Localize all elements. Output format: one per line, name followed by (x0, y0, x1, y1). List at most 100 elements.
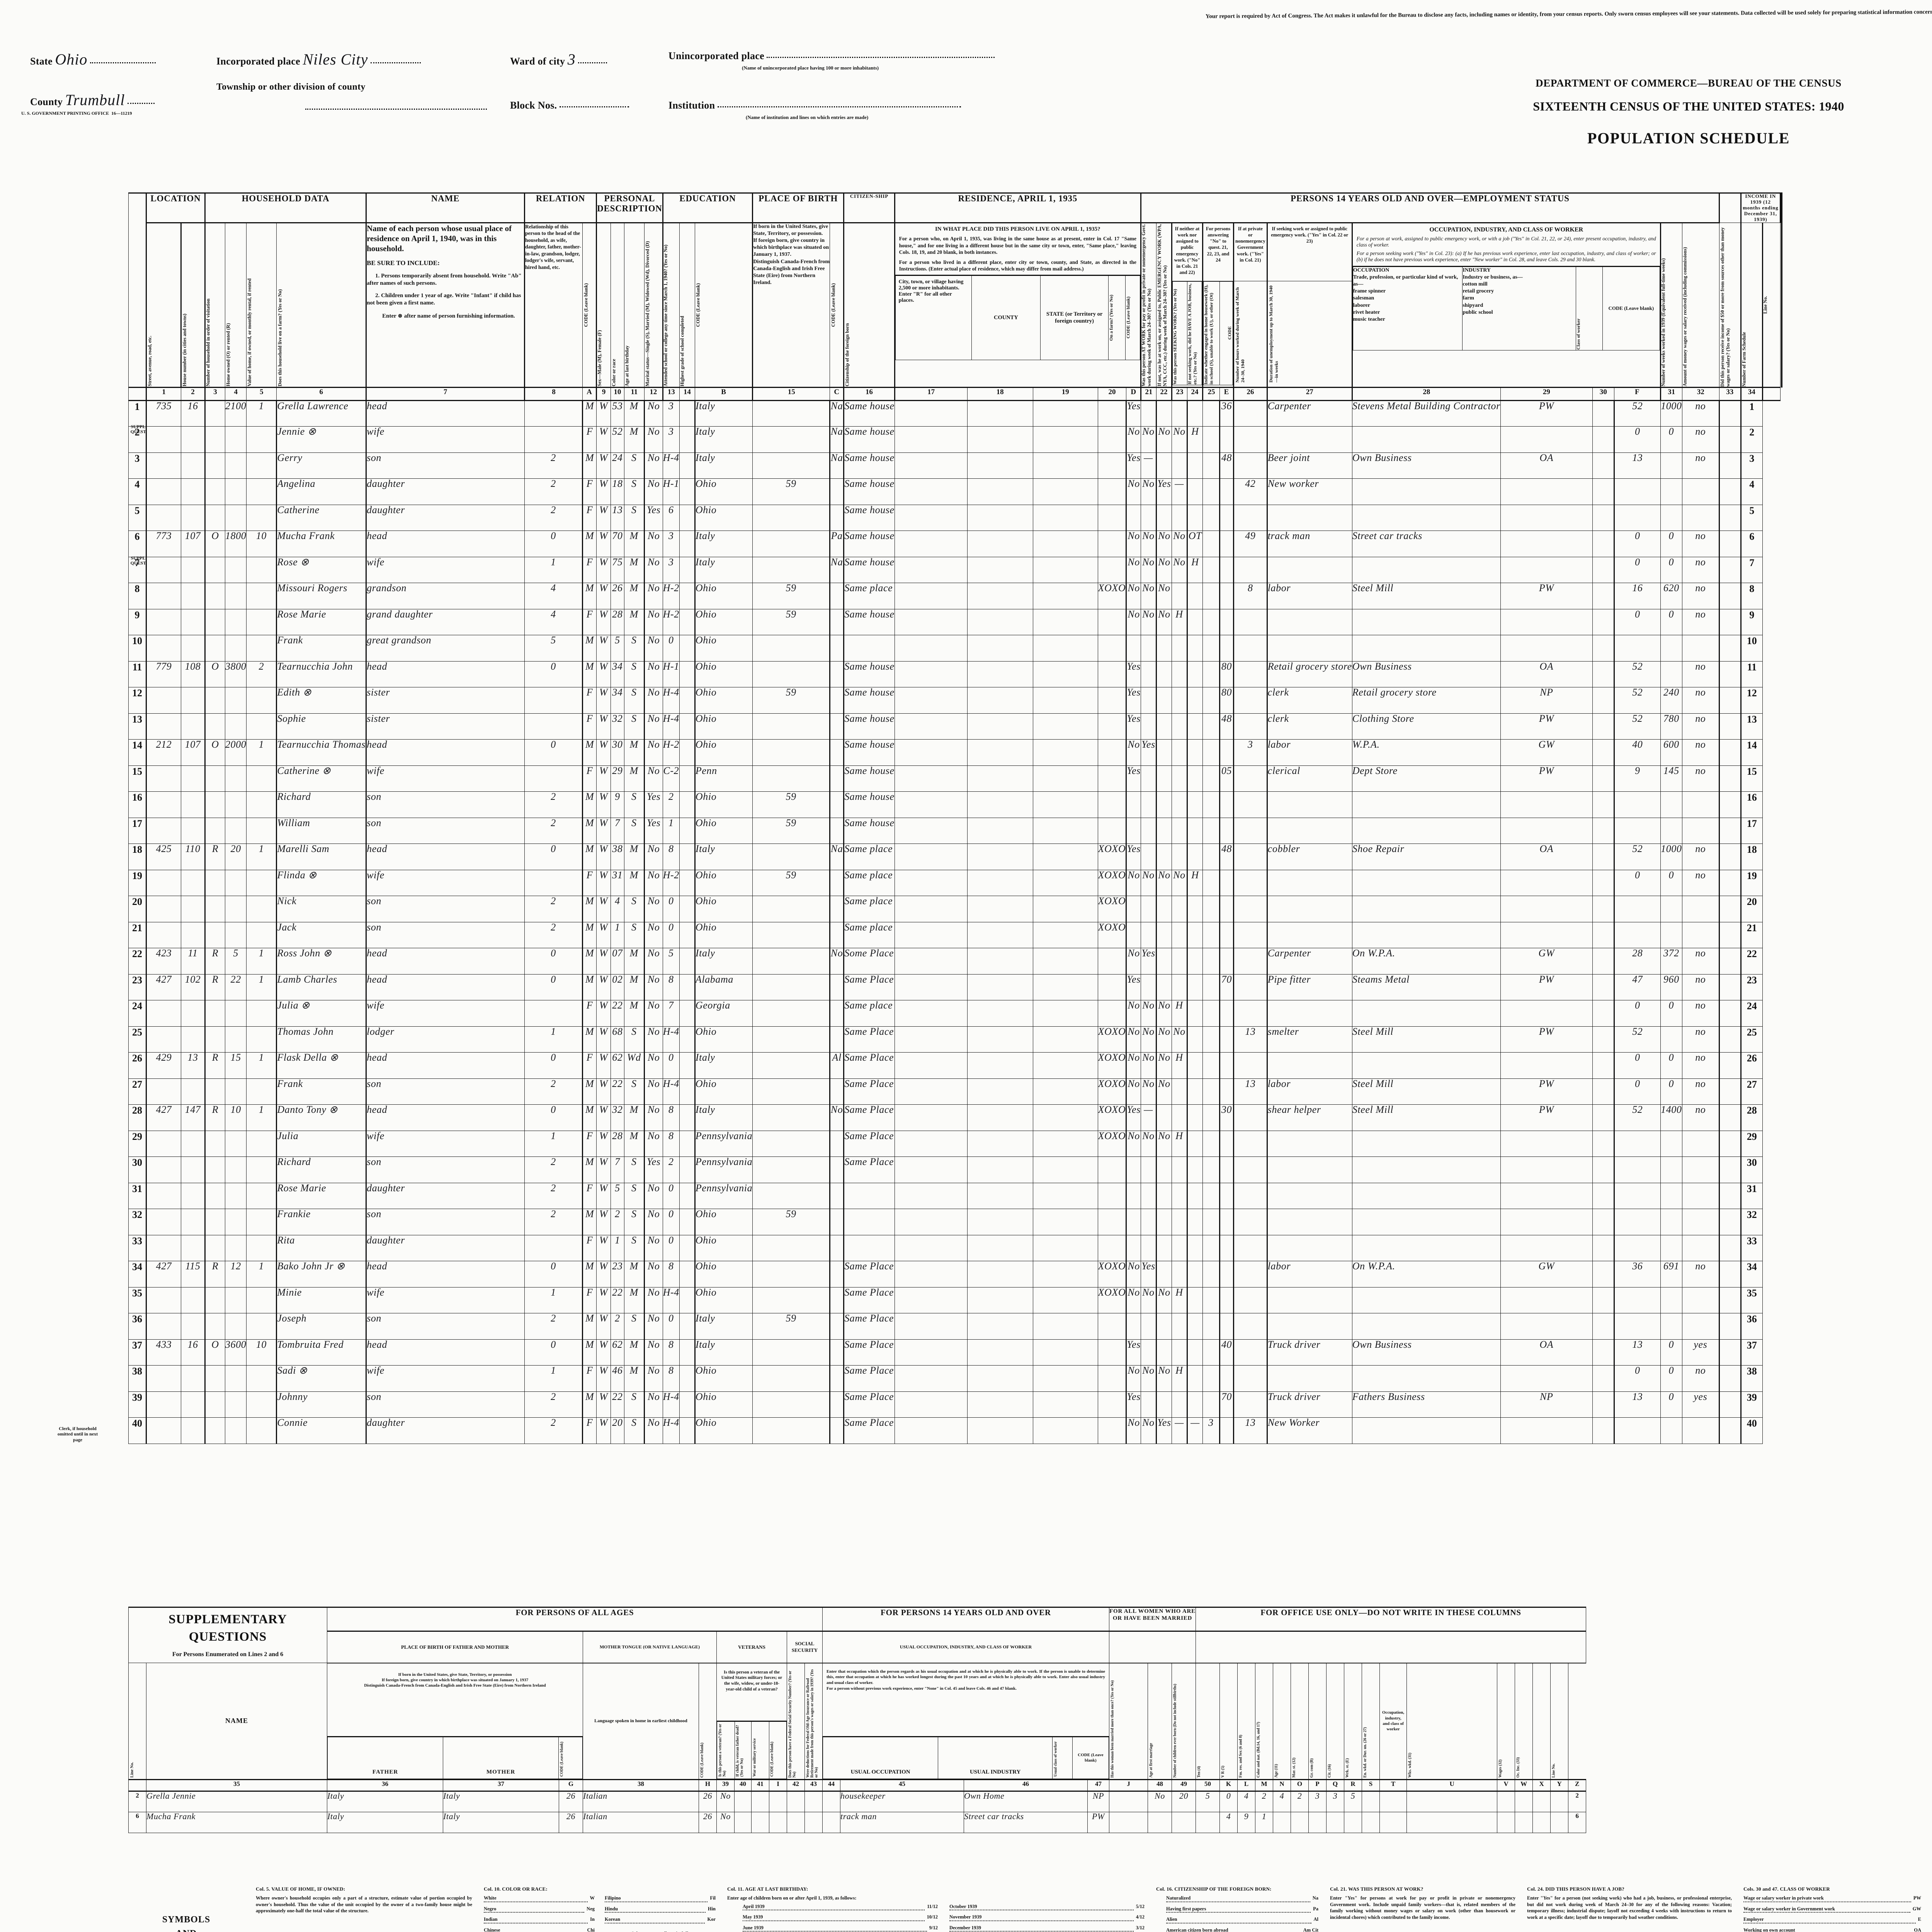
cell-street (146, 504, 181, 531)
cell-race: W (596, 1078, 611, 1105)
cell-c23 (1156, 452, 1172, 479)
cell-street: 425 (146, 844, 181, 870)
race-code-key: Hindu (605, 1906, 706, 1913)
cell-res_state (967, 583, 1033, 609)
cell-cit (830, 713, 845, 740)
cell-e (1202, 609, 1220, 636)
cell-a (524, 426, 583, 453)
cell-e (1202, 661, 1220, 688)
cell-street: 423 (146, 948, 181, 975)
header-highest-grade: Highest grade of school completed (679, 223, 695, 388)
supp-header-off-occ: Occupation, industry, and class of worke… (1379, 1663, 1407, 1780)
cell-marital: M (624, 1287, 645, 1314)
cell-b (679, 1182, 696, 1209)
header-citizenship: Citizenship of the foreign born (844, 223, 895, 388)
row-line-number: 7 (128, 556, 147, 583)
cell-house (181, 609, 206, 636)
cell-relation: son (366, 1078, 525, 1105)
cell-tenure (205, 1130, 225, 1157)
cell-name: Johnny (276, 1391, 367, 1418)
cell-c24: H (1171, 1287, 1188, 1314)
cell-c24 (1171, 1104, 1188, 1131)
cell-street (146, 1182, 181, 1209)
cell-value (224, 1156, 247, 1183)
cell-class: OA (1500, 844, 1593, 870)
cell-value: 10 (224, 1104, 247, 1131)
cell-farm: 1 (246, 400, 277, 427)
age-month-item: April 1939 11/12 (743, 1903, 938, 1911)
cell-c24 (1171, 687, 1188, 714)
table-row: 5 Catherine daughter 2 F W 13 S Yes 6 Ohio Same hou… (128, 504, 1782, 531)
row-line-number: 31 (128, 1182, 147, 1209)
cell-relation: head (366, 661, 525, 688)
supp-cell-v40 (734, 1791, 752, 1812)
cell-d (1097, 1156, 1127, 1183)
cell-cit: Na (830, 400, 845, 427)
cell-grade: 1 (662, 817, 680, 844)
cell-a: 2 (524, 896, 583, 922)
cell-occupation: Pipe fitter (1267, 974, 1352, 1001)
cell-e (1202, 713, 1220, 740)
supp-row-line-number-right: 6 (1568, 1811, 1587, 1833)
cell-sex: M (582, 1078, 597, 1105)
cell-res_state (967, 1417, 1033, 1444)
supp-cell-O (1291, 1811, 1309, 1833)
cell-a: 1 (524, 1130, 583, 1157)
cell-c32 (1660, 1417, 1682, 1444)
cell-value (224, 687, 247, 714)
class-worker-code-key: Wage or salary worker in private work (1743, 1895, 1911, 1902)
cell-sex: F (582, 1182, 597, 1209)
race-code-key: Indian (484, 1916, 588, 1923)
cell-race: W (596, 1287, 611, 1314)
header-col31: Number of weeks worked in 1939 (Equivale… (1660, 223, 1682, 388)
cell-pob: Italy (694, 948, 753, 975)
class-worker-code-item: Wage or salary worker in Government work… (1743, 1906, 1921, 1913)
cell-c32: 0 (1660, 609, 1682, 636)
row-line-number-right: 19 (1740, 869, 1763, 896)
cell-c26 (1219, 791, 1234, 818)
race-code-item: White W (484, 1895, 595, 1902)
cell-e (1202, 791, 1220, 818)
cell-a: 0 (524, 1339, 583, 1366)
table-row: 38 Sadi ⊗ wife 1 F W 46 M No 8 Ohio Same Place No No N… (128, 1365, 1782, 1392)
cell-tenure (205, 817, 225, 844)
cell-grade: H-4 (662, 687, 680, 714)
cell-house: 16 (181, 400, 206, 427)
cell-c32: 145 (1660, 765, 1682, 792)
cell-c21: Yes (1126, 452, 1141, 479)
cell-race: W (596, 635, 611, 662)
row-line-number: 17 (128, 817, 147, 844)
header-age: Age at last birthday (624, 223, 645, 388)
cell-school: No (644, 844, 663, 870)
township-value-wrap (305, 100, 487, 114)
cell-school: No (644, 1182, 663, 1209)
age-month-key: October 1939 (949, 1903, 1134, 1911)
cell-res_farm (1032, 1104, 1098, 1131)
cell-school: No (644, 531, 663, 557)
cell-house (181, 896, 206, 922)
cell-farm (246, 869, 277, 896)
cell-b (679, 452, 696, 479)
cell-relation: head (366, 1261, 525, 1287)
cell-relation: daughter (366, 1235, 525, 1262)
cell-res_farm (1032, 504, 1098, 531)
cell-name: Richard (276, 1156, 367, 1183)
cell-c21: Yes (1126, 844, 1141, 870)
cell-res_farm (1032, 1182, 1098, 1209)
incorporated-place-field: Incorporated place Niles City (216, 50, 421, 68)
supp-table-row: 6 Mucha Frank Italy Italy 26 Italian 26 No track… (128, 1811, 1587, 1833)
class-worker-code-value: PW (1913, 1895, 1921, 1901)
cell-value: 5 (224, 948, 247, 975)
cell-c27 (1233, 504, 1268, 531)
cell-cit (830, 922, 845, 949)
cell-res_farm (1032, 922, 1098, 949)
cell-res_city: Same house (844, 817, 895, 844)
cell-marital: M (624, 869, 645, 896)
supp-header-pob-code: CODE (Leave blank) (558, 1737, 583, 1779)
cell-pob: Italy (694, 1104, 753, 1131)
row-line-number: 4 (128, 478, 147, 505)
supp-cell-father: Italy (327, 1811, 443, 1833)
cell-c23 (1156, 817, 1172, 844)
cell-c25 (1187, 583, 1203, 609)
cell-class: GW (1500, 1261, 1593, 1287)
